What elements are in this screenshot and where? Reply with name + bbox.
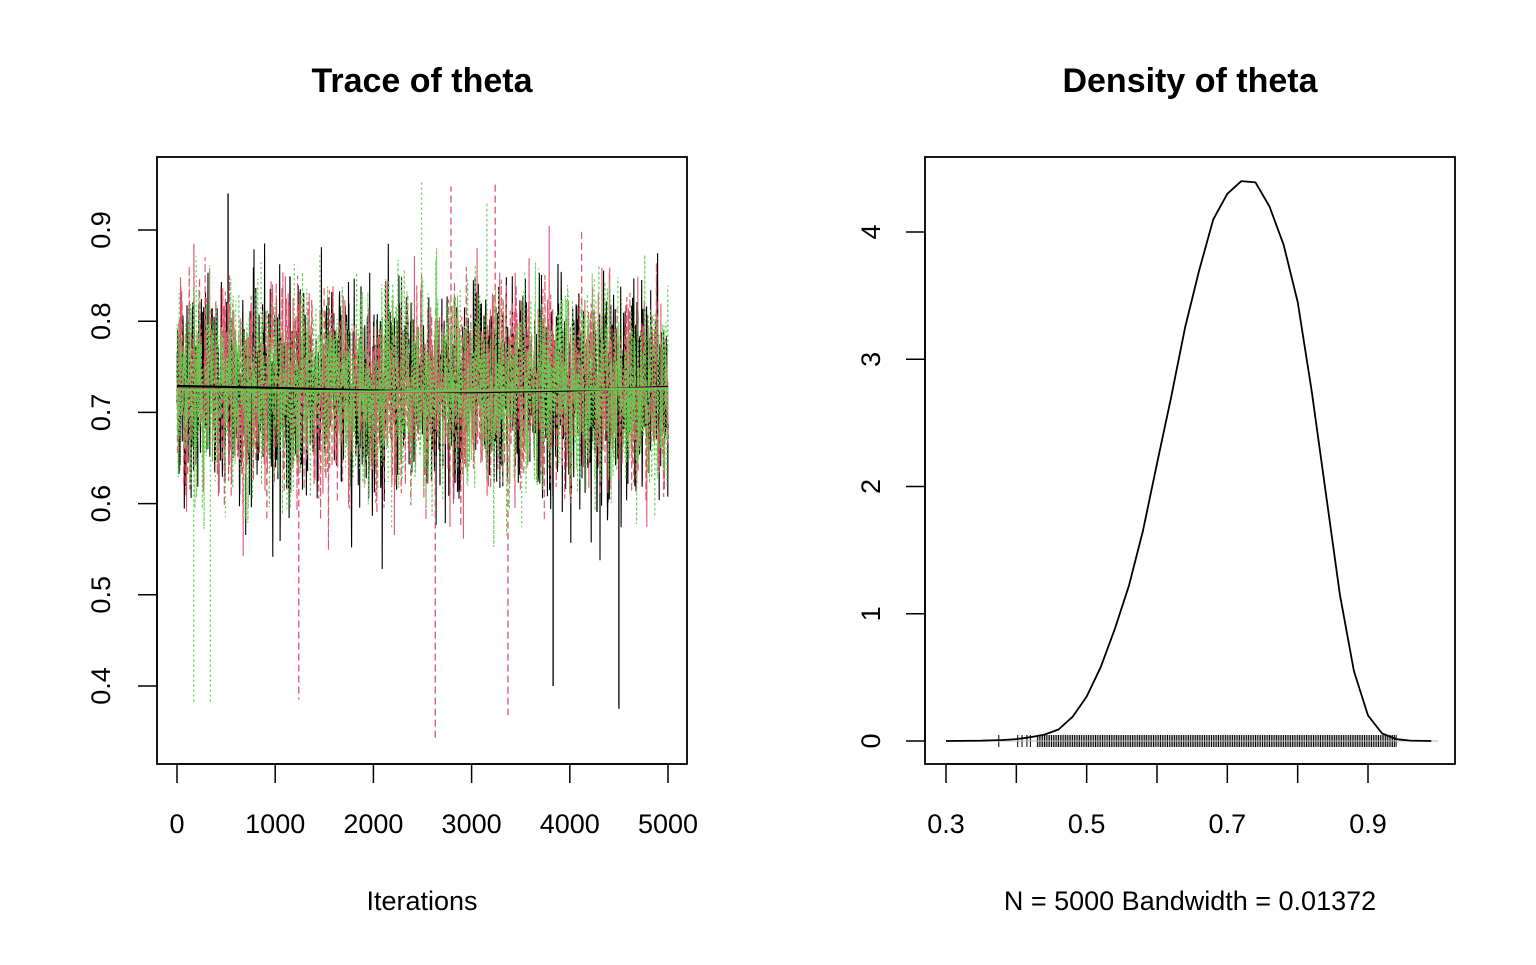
trace-y-tick-label: 0.8: [86, 302, 116, 340]
trace-line-series-3: [176, 202, 669, 548]
density-x-tick-label: 0.9: [1349, 809, 1387, 839]
density-y-tick-label: 0: [856, 733, 886, 748]
density-y-tick-label: 2: [856, 479, 886, 494]
trace-y-axis: 0.4 0.5 0.6 0.7 0.8 0.9: [86, 211, 158, 705]
trace-x-axis: 0 1000 2000 3000 4000 5000: [169, 763, 698, 839]
density-x-axis: 0.3 0.5 0.7 0.9: [927, 763, 1387, 839]
density-title: Density of theta: [1062, 62, 1318, 100]
density-x-tick-label: 0.3: [927, 809, 965, 839]
density-panel: Density of theta 0.3 0.5 0.7 0.9 0 1 2 3 4 N = …: [856, 62, 1456, 916]
density-plot-area: [945, 180, 1439, 747]
trace-series-group: [176, 179, 669, 741]
trace-smooth-line-3: [176, 387, 669, 393]
density-x-tick-label: 0.5: [1068, 809, 1106, 839]
density-x-axis-label: N = 5000 Bandwidth = 0.01372: [1004, 886, 1376, 916]
trace-x-tick-label: 1000: [245, 809, 305, 839]
trace-plot-area: [176, 179, 669, 741]
density-y-axis: 0 1 2 3 4: [856, 224, 926, 749]
trace-y-tick-label: 0.9: [86, 211, 116, 249]
trace-x-tick-label: 0: [169, 809, 184, 839]
density-y-tick-label: 4: [856, 224, 886, 239]
trace-panel: Trace of theta 0 1000 2000 3000 4000 5000 0.4…: [86, 62, 698, 916]
trace-x-tick-label: 2000: [343, 809, 403, 839]
density-x-tick-label: 0.7: [1209, 809, 1247, 839]
trace-y-tick-label: 0.5: [86, 576, 116, 614]
density-y-tick-label: 1: [856, 606, 886, 621]
density-curve: [945, 180, 1432, 742]
trace-x-tick-label: 3000: [442, 809, 502, 839]
trace-title: Trace of theta: [311, 62, 533, 100]
trace-y-tick-label: 0.7: [86, 394, 116, 432]
density-plot-box: [924, 156, 1456, 765]
trace-x-tick-label: 4000: [540, 809, 600, 839]
trace-y-tick-label: 0.4: [86, 667, 116, 705]
trace-y-tick-label: 0.6: [86, 485, 116, 523]
trace-x-tick-label: 5000: [638, 809, 698, 839]
density-y-tick-label: 3: [856, 352, 886, 367]
trace-x-axis-label: Iterations: [366, 886, 477, 916]
